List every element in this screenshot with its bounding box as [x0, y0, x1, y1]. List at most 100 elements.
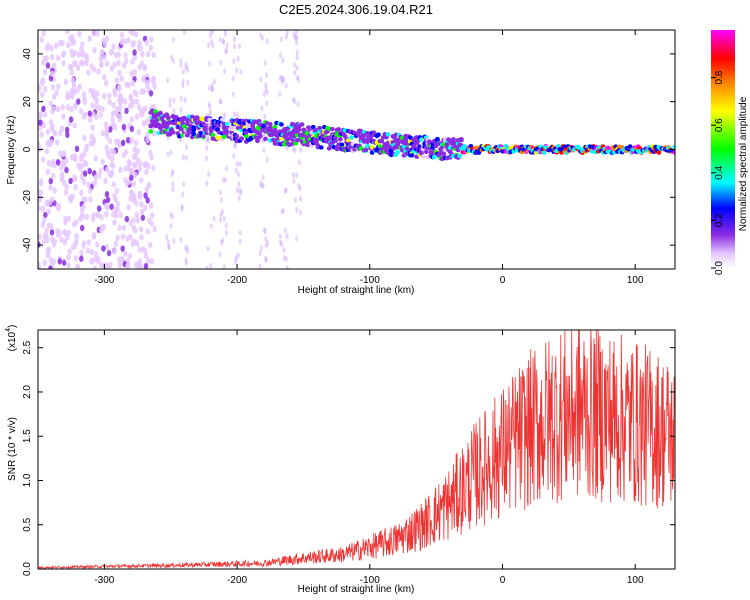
snr-x-label: Height of straight line (km) — [298, 584, 415, 595]
heatmap-cell — [45, 139, 50, 147]
heatmap-cell — [336, 127, 342, 132]
heatmap-cell — [146, 182, 151, 189]
heatmap-cell — [70, 77, 76, 84]
heatmap-cell — [235, 112, 239, 119]
spectrogram-y-tick-label: -20 — [22, 190, 33, 205]
heatmap-cell — [78, 215, 83, 223]
heatmap-cell — [291, 171, 295, 178]
heatmap-cell — [86, 69, 91, 76]
heatmap-cell — [46, 246, 52, 253]
heatmap-cell — [93, 250, 98, 258]
heatmap-cell — [67, 63, 73, 71]
heatmap-cell — [120, 255, 125, 263]
heatmap-cell — [458, 137, 464, 143]
heatmap-cell — [119, 75, 124, 83]
heatmap-cell — [55, 139, 60, 146]
heatmap-cell — [74, 263, 80, 269]
heatmap-cell — [297, 182, 301, 189]
heatmap-cell — [119, 31, 125, 39]
exponent-prefix: (x10 — [7, 331, 18, 351]
heatmap-cell — [102, 93, 107, 100]
heatmap-cell — [117, 69, 122, 77]
heatmap-cell — [45, 128, 51, 136]
heatmap-cell — [73, 183, 78, 191]
heatmap-cell — [258, 263, 262, 269]
heatmap-cell — [88, 87, 93, 94]
heatmap-cell — [40, 221, 46, 229]
heatmap-cell — [129, 116, 135, 123]
heatmap-cell — [333, 138, 338, 144]
figure-title: C2E5.2024.306.19.04.R21 — [279, 2, 433, 17]
heatmap-cell — [272, 127, 278, 133]
spectrogram-y-ticks: -40 -20 0 20 40 — [22, 48, 675, 252]
heatmap-cell — [285, 30, 289, 36]
heatmap-cell — [87, 35, 92, 42]
heatmap-cell — [143, 262, 149, 269]
heatmap-cell — [114, 187, 120, 194]
heatmap-cell — [457, 153, 463, 159]
heatmap-cell — [248, 136, 254, 141]
heatmap-cell — [134, 211, 140, 219]
heatmap-cell — [208, 60, 212, 67]
heatmap-cell — [292, 30, 296, 37]
heatmap-cell — [206, 245, 210, 252]
heatmap-cell — [295, 34, 299, 41]
heatmap-cell — [265, 156, 269, 163]
heatmap-cell — [101, 223, 106, 231]
heatmap-cell — [231, 91, 235, 98]
heatmap-cell — [236, 55, 240, 62]
heatmap-cell — [108, 126, 113, 133]
heatmap-cell — [326, 136, 332, 142]
heatmap-cell — [259, 180, 263, 187]
heatmap-cell — [207, 101, 211, 108]
heatmap-cell — [60, 173, 65, 181]
heatmap-cell — [116, 51, 121, 58]
heatmap-cell — [127, 160, 133, 167]
heatmap-cell — [186, 79, 190, 86]
heatmap-cell — [109, 203, 114, 210]
heatmap-cell — [121, 224, 127, 232]
heatmap-cell — [113, 91, 118, 98]
heatmap-cell — [297, 159, 301, 166]
heatmap-cell — [53, 42, 59, 50]
colorbar-tick-label: 0.8 — [714, 70, 725, 84]
heatmap-cell — [185, 133, 190, 138]
heatmap-cell — [627, 144, 633, 149]
heatmap-cell — [207, 42, 211, 49]
heatmap-cell — [237, 180, 241, 187]
heatmap-cell — [369, 144, 375, 150]
heatmap-cell — [423, 149, 429, 155]
heatmap-cell — [150, 77, 155, 84]
heatmap-cell — [210, 86, 214, 93]
heatmap-cell — [220, 239, 224, 246]
heatmap-cell — [122, 38, 128, 45]
snr-x-tick-label: 100 — [627, 575, 644, 586]
heatmap-cell — [49, 139, 54, 146]
heatmap-cell — [139, 201, 144, 208]
heatmap-cell — [207, 171, 211, 178]
heatmap-cell — [181, 82, 185, 89]
heatmap-cell — [38, 241, 41, 248]
heatmap-cell — [169, 211, 173, 218]
heatmap-cell — [284, 82, 288, 89]
heatmap-cell — [79, 173, 85, 181]
heatmap-cell — [149, 36, 154, 43]
heatmap-cell — [169, 149, 173, 156]
heatmap-cell — [179, 57, 183, 64]
heatmap-cell — [69, 69, 74, 76]
heatmap-cell — [264, 242, 268, 249]
heatmap-cell — [86, 239, 91, 246]
heatmap-cell — [261, 174, 265, 181]
heatmap-cell — [166, 238, 170, 245]
heatmap-cell — [172, 97, 176, 104]
heatmap-cell — [278, 122, 284, 127]
heatmap-cell — [40, 156, 46, 163]
heatmap-cell — [143, 161, 149, 168]
heatmap-cell — [41, 105, 46, 113]
heatmap-cell — [79, 189, 84, 197]
heatmap-cell — [265, 89, 269, 96]
heatmap-cell — [306, 125, 311, 130]
heatmap-cell — [71, 221, 77, 228]
heatmap-cell — [117, 256, 122, 263]
heatmap-cell — [212, 215, 216, 222]
